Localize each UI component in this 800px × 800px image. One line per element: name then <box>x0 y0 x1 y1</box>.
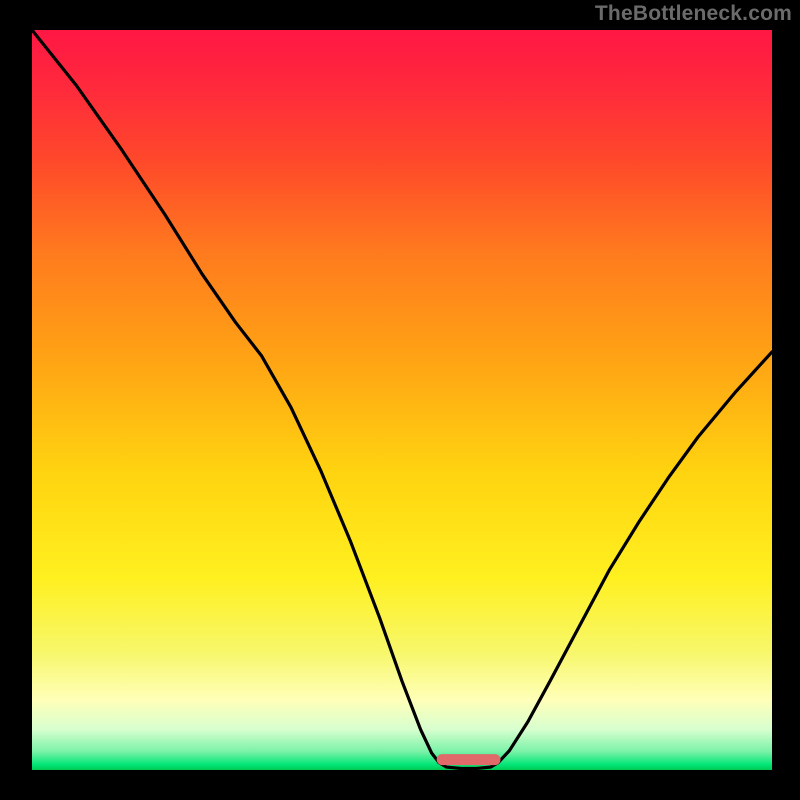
chart-svg <box>0 0 800 800</box>
chart-plot-area <box>32 30 772 770</box>
watermark-text: TheBottleneck.com <box>595 2 792 26</box>
bottleneck-chart: TheBottleneck.com <box>0 0 800 800</box>
optimal-range-marker <box>437 755 500 765</box>
